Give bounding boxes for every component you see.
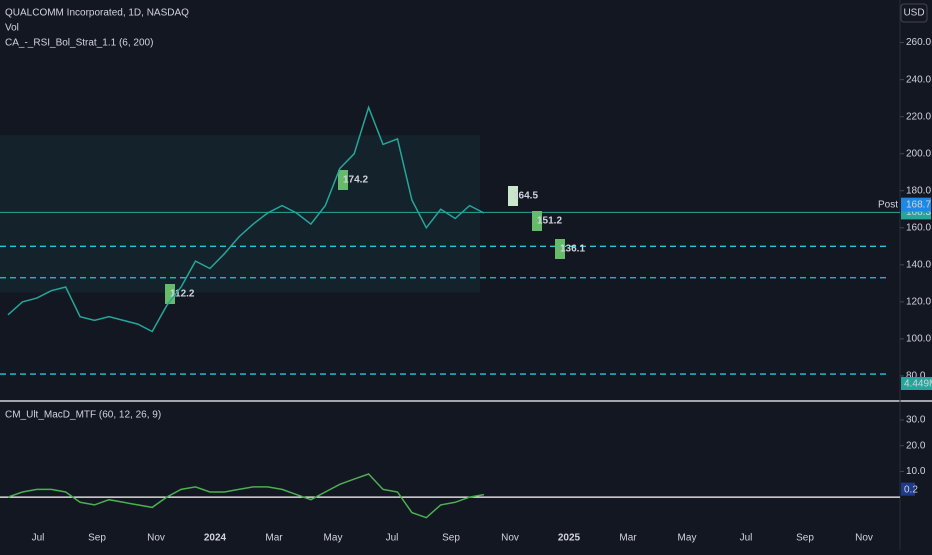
x-tick-label: Nov <box>501 533 519 544</box>
post-price: 168.7 <box>906 199 931 210</box>
x-tick-label: Jul <box>32 533 45 544</box>
annotation-box <box>508 186 518 206</box>
y-tick-label: 180.0 <box>906 185 931 196</box>
volume-label: 4.449M <box>904 379 932 390</box>
symbol-title: QUALCOMM Incorporated, 1D, NASDAQ <box>5 8 189 19</box>
currency-button[interactable] <box>900 3 928 23</box>
y-tick-label: 200.0 <box>906 148 931 159</box>
annotation: 112.2 <box>170 289 195 300</box>
x-tick-label: Nov <box>855 533 873 544</box>
y-tick-label: 30.0 <box>906 415 926 426</box>
band-shade <box>0 135 480 293</box>
x-tick-label: Sep <box>796 533 814 544</box>
annotation: 136.1 <box>560 244 585 255</box>
indicator-title: CA_-_RSI_Bol_Strat_1.1 (6, 200) <box>5 38 153 49</box>
y-tick-label: 10.0 <box>906 466 926 477</box>
annotation: 151.2 <box>537 216 562 227</box>
x-tick-label: May <box>678 533 697 544</box>
x-tick-label: Mar <box>265 533 283 544</box>
y-tick-label: 220.0 <box>906 111 931 122</box>
x-tick-label: May <box>324 533 343 544</box>
price-line <box>7 105 485 333</box>
macd-last: 0.2 <box>904 484 918 495</box>
y-tick-label: 240.0 <box>906 74 931 85</box>
annotation-box <box>532 211 542 231</box>
x-tick-label: 2025 <box>558 533 581 544</box>
macd-box <box>901 482 915 496</box>
y-tick-label: 100.0 <box>906 334 931 345</box>
price-line <box>7 473 485 519</box>
macd-title: CM_Ult_MacD_MTF (60, 12, 26, 9) <box>5 410 161 421</box>
y-tick-label: 260.0 <box>906 37 931 48</box>
annotation-box <box>165 284 175 304</box>
y-tick-label: 20.0 <box>906 440 926 451</box>
post-box <box>901 197 931 212</box>
x-tick-label: Jul <box>386 533 399 544</box>
volume-box <box>901 377 932 390</box>
x-tick-label: Jul <box>740 533 753 544</box>
y-tick-label: 160.0 <box>906 222 931 233</box>
post-label: Post <box>878 199 898 210</box>
x-tick-label: Sep <box>88 533 106 544</box>
currency[interactable]: USD <box>903 8 924 19</box>
x-tick-label: Nov <box>147 533 165 544</box>
annotation: 164.5 <box>513 191 538 202</box>
annotation-box <box>555 239 565 259</box>
x-tick-label: 2024 <box>204 533 227 544</box>
annotation: 174.2 <box>343 175 368 186</box>
x-tick-label: Mar <box>619 533 637 544</box>
y-tick-label: 120.0 <box>906 296 931 307</box>
x-tick-label: Sep <box>442 533 460 544</box>
volume-title: Vol <box>5 23 19 34</box>
y-tick-label: 80.0 <box>906 371 926 382</box>
last-price-label: 168.3 <box>906 207 931 218</box>
y-tick-label: 140.0 <box>906 259 931 270</box>
annotation-box <box>338 170 348 190</box>
